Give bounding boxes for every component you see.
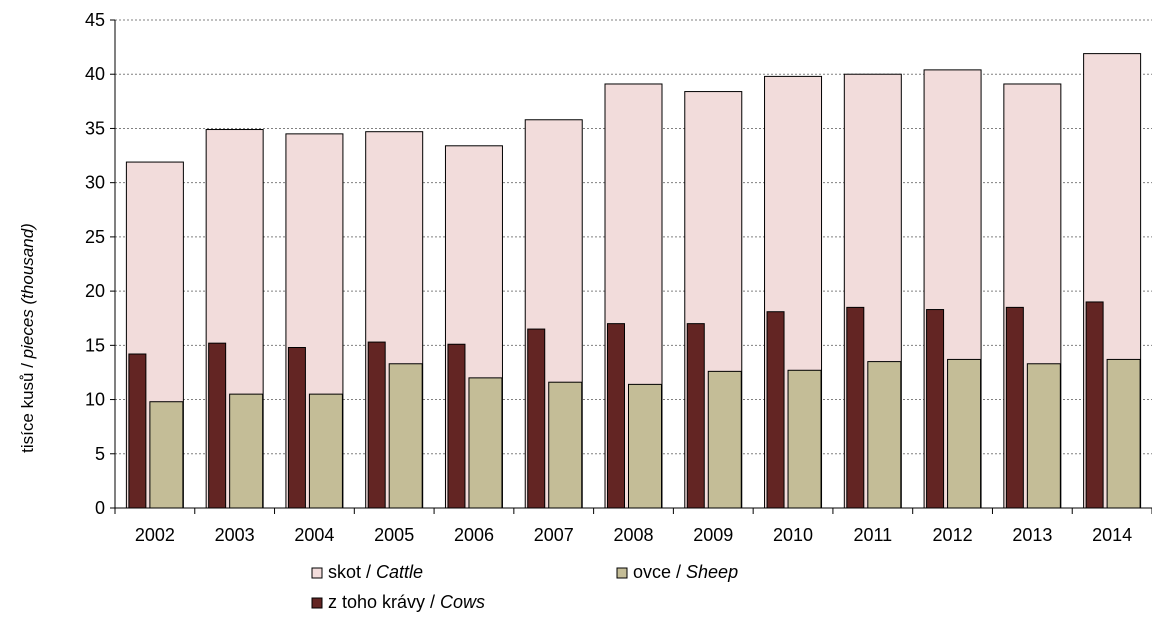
legend-item-cows: z toho krávy / Cows <box>311 592 485 612</box>
bar-sheep-2011 <box>867 361 902 509</box>
bar-sheep-2004 <box>308 393 343 509</box>
bar-sheep-2007 <box>548 381 583 509</box>
axes <box>110 19 1152 514</box>
x-tick-labels: 2002 2003 2004 2005 2006 2007 2008 2009 2010 2011… <box>135 525 1132 545</box>
x-tick-label: 2005 <box>374 525 414 545</box>
legend: skot / Cattle ovce / Sheep z toho krávy / … <box>311 562 738 612</box>
x-tick-label: 2009 <box>693 525 733 545</box>
bar-sheep-2010 <box>787 369 822 509</box>
legend-item-cattle: skot / Cattle <box>311 562 423 582</box>
x-tick-label: 2012 <box>933 525 973 545</box>
bar-cows-2008 <box>607 323 625 509</box>
bars <box>125 53 1142 509</box>
bar-cows-2005 <box>367 341 386 509</box>
bar-cows-2013 <box>1005 306 1024 509</box>
legend-swatch-sheep <box>616 567 628 579</box>
bar-sheep-2002 <box>149 401 184 509</box>
legend-swatch-cows <box>311 597 323 609</box>
bar-cows-2007 <box>527 328 546 509</box>
bar-sheep-2008 <box>628 383 662 509</box>
x-tick-label: 2014 <box>1092 525 1132 545</box>
y-tick-label: 10 <box>85 390 105 410</box>
y-tick-labels: 0 5 10 15 20 25 30 35 40 45 <box>85 10 105 518</box>
x-tick-label: 2008 <box>613 525 653 545</box>
y-tick-label: 40 <box>85 64 105 84</box>
legend-label-sheep: ovce / Sheep <box>633 562 738 582</box>
x-tick-label: 2011 <box>853 525 892 545</box>
x-tick-label: 2007 <box>534 525 574 545</box>
bar-sheep-2005 <box>388 363 423 509</box>
bar-sheep-2012 <box>947 358 982 509</box>
bar-cows-2012 <box>926 309 945 509</box>
y-tick-label: 0 <box>95 498 105 518</box>
x-tick-label: 2013 <box>1012 525 1052 545</box>
x-tick-label: 2003 <box>215 525 255 545</box>
bar-cows-2003 <box>208 342 227 509</box>
bar-sheep-2009 <box>707 370 742 509</box>
y-tick-label: 45 <box>85 10 105 30</box>
bar-cows-2002 <box>128 353 147 509</box>
y-tick-label: 35 <box>85 118 105 138</box>
y-tick-label: 25 <box>85 227 105 247</box>
y-axis-title: tisíce kusů / pieces (thousand) <box>18 223 37 453</box>
bar-sheep-2013 <box>1026 363 1061 509</box>
bar-cows-2006 <box>447 343 466 509</box>
bar-cows-2010 <box>766 311 785 509</box>
legend-label-cows: z toho krávy / Cows <box>328 592 485 612</box>
x-tick-label: 2006 <box>454 525 494 545</box>
bar-cows-2004 <box>287 347 306 509</box>
bar-sheep-2003 <box>229 393 264 509</box>
x-tick-label: 2004 <box>294 525 334 545</box>
y-tick-label: 15 <box>85 335 105 355</box>
legend-item-sheep: ovce / Sheep <box>616 562 738 582</box>
x-tick-label: 2002 <box>135 525 175 545</box>
y-tick-label: 5 <box>95 444 105 464</box>
legend-swatch-cattle <box>311 567 323 579</box>
x-tick-label: 2010 <box>773 525 813 545</box>
bar-sheep-2006 <box>468 377 503 509</box>
y-tick-label: 20 <box>85 281 105 301</box>
legend-label-cattle: skot / Cattle <box>328 562 423 582</box>
bar-sheep-2014 <box>1106 358 1141 509</box>
y-tick-label: 30 <box>85 173 105 193</box>
bar-cows-2014 <box>1085 301 1104 509</box>
bar-cows-2011 <box>846 306 865 509</box>
bar-cows-2009 <box>686 323 705 509</box>
